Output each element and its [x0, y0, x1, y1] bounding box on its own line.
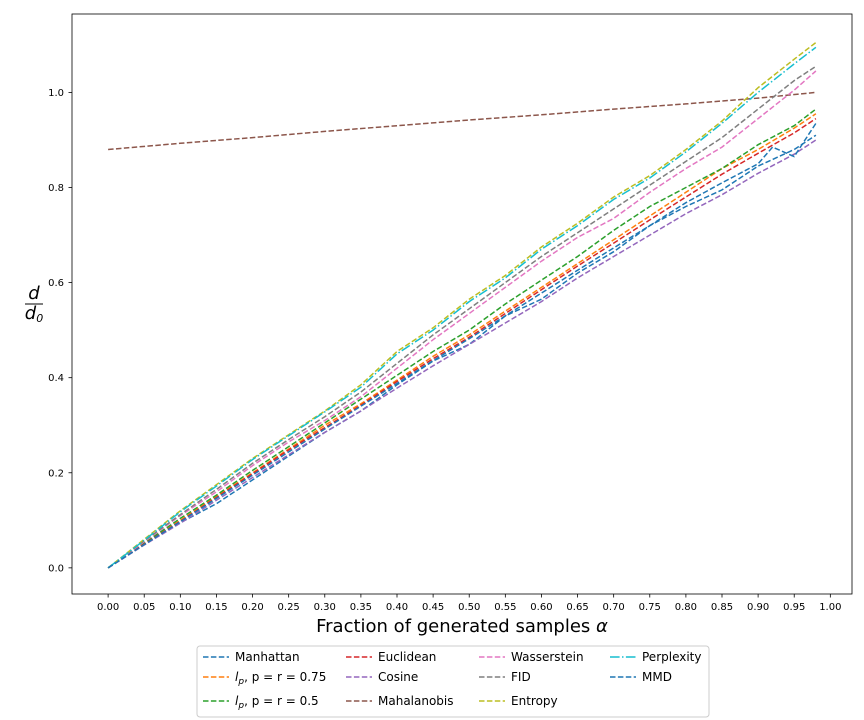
y-tick-label: 0.2 — [48, 468, 64, 479]
x-tick-label: 0.55 — [494, 602, 516, 613]
legend-label: FID — [511, 670, 531, 684]
y-tick-label: 0.8 — [48, 183, 64, 194]
x-tick-label: 0.05 — [133, 602, 155, 613]
legend-label: lp, p = r = 0.75 — [235, 670, 326, 687]
legend-label: Entropy — [511, 694, 558, 708]
x-tick-label: 0.35 — [350, 602, 372, 613]
y-tick-label: 0.4 — [48, 373, 64, 384]
x-tick-label: 0.75 — [639, 602, 661, 613]
x-tick-label: 1.00 — [819, 602, 841, 613]
x-axis-label-symbol: α — [596, 616, 608, 637]
x-tick-label: 0.85 — [711, 602, 733, 613]
y-axis-label-denominator-base: d — [25, 303, 37, 324]
legend-label: Euclidean — [378, 650, 436, 664]
legend-label-symbol: l — [235, 694, 239, 708]
series-line-3 — [107, 117, 817, 569]
plot-area: 0.00 0.05 0.10 0.15 0.20 0.25 0.30 0.35 0.40 0.45… — [48, 13, 853, 613]
legend-label-symbol: l — [235, 670, 239, 684]
x-tick-label: 0.40 — [386, 602, 408, 613]
plot-frame — [71, 13, 853, 595]
x-tick-label: 0.50 — [458, 602, 480, 613]
legend-label: Wasserstein — [511, 650, 584, 664]
legend-label: Perplexity — [642, 650, 702, 664]
x-tick-label: 0.60 — [530, 602, 552, 613]
legend-label: Manhattan — [235, 650, 300, 664]
series-line-10 — [107, 122, 817, 569]
series-line-8 — [107, 41, 817, 569]
x-tick-label: 0.45 — [422, 602, 444, 613]
legend-label: Mahalanobis — [378, 694, 454, 708]
series-line-1 — [107, 113, 817, 569]
series-layer — [107, 41, 817, 569]
legend-frame — [196, 645, 710, 718]
y-tick-label: 0.0 — [48, 563, 64, 574]
series-line-4 — [107, 139, 817, 569]
x-axis-label-text: Fraction of generated samples — [316, 616, 596, 637]
series-line-9 — [107, 46, 817, 569]
y-axis: 0.0 0.2 0.4 0.6 0.8 1.0 — [48, 88, 72, 574]
legend-label-text: , p = r = 0.5 — [244, 694, 319, 708]
series-line-7 — [107, 65, 817, 569]
legend-label: Cosine — [378, 670, 418, 684]
y-tick-label: 1.0 — [48, 88, 64, 99]
y-axis-label-numerator: d — [28, 283, 40, 304]
x-tick-label: 0.95 — [783, 602, 805, 613]
x-axis-label: Fraction of generated samples α — [316, 616, 608, 637]
series-line-6 — [107, 70, 817, 569]
x-tick-label: 0.70 — [603, 602, 625, 613]
legend-label-text: , p = r = 0.75 — [244, 670, 326, 684]
x-tick-label: 0.90 — [747, 602, 769, 613]
x-axis: 0.00 0.05 0.10 0.15 0.20 0.25 0.30 0.35 0.40 0.45… — [97, 594, 841, 613]
x-tick-label: 0.20 — [241, 602, 263, 613]
x-tick-label: 0.10 — [169, 602, 191, 613]
y-axis-label-denominator-subscript: 0 — [36, 312, 43, 325]
y-axis-label-denominator: d0 — [25, 303, 43, 325]
legend-label: lp, p = r = 0.5 — [235, 694, 319, 711]
x-tick-label: 0.15 — [205, 602, 227, 613]
legend-label-subscript: p — [237, 677, 244, 687]
x-tick-label: 0.25 — [278, 602, 300, 613]
x-tick-label: 0.80 — [675, 602, 697, 613]
legend-label-subscript: p — [237, 701, 244, 711]
series-line-5 — [108, 91, 816, 151]
series-line-2 — [107, 108, 817, 569]
y-tick-label: 0.6 — [48, 278, 64, 289]
y-axis-label: d d0 — [25, 283, 43, 325]
x-tick-label: 0.00 — [97, 602, 119, 613]
x-tick-label: 0.30 — [314, 602, 336, 613]
legend-label: MMD — [642, 670, 672, 684]
x-tick-label: 0.65 — [566, 602, 588, 613]
